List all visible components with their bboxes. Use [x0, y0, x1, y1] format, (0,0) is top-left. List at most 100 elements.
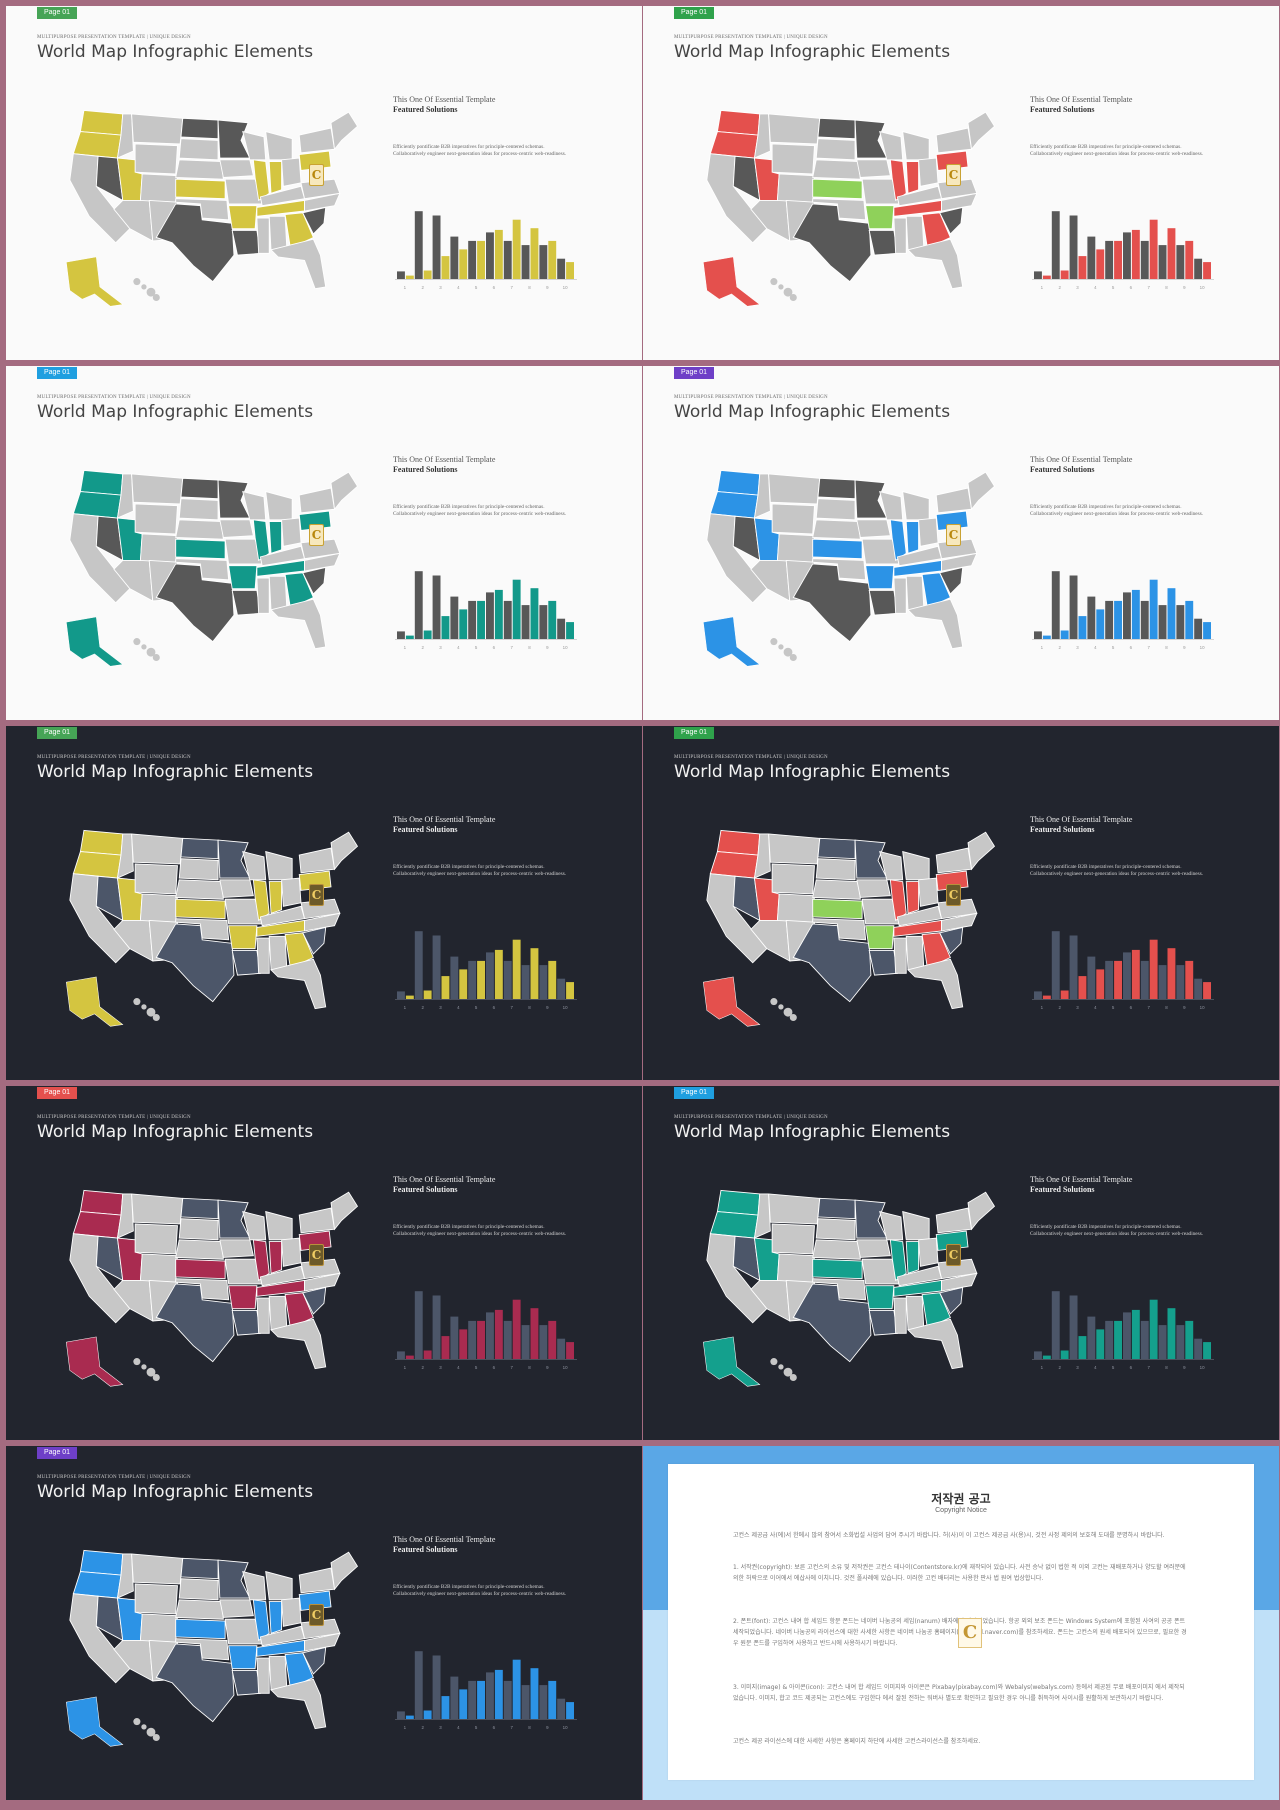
- state-ne: [175, 159, 224, 180]
- bar-series1-8: [521, 605, 530, 639]
- x-tick-label-1: 1: [404, 285, 407, 290]
- state-co: [776, 533, 815, 563]
- page-badge: Page 01: [674, 1087, 715, 1099]
- state-alaska: [703, 1336, 761, 1387]
- state-hawaii-island-3: [783, 1007, 793, 1017]
- template-slide-9[interactable]: Page 01 MULTIPURPOSE PRESENTATION TEMPLA…: [6, 1446, 642, 1800]
- bar-series1-2: [414, 931, 423, 999]
- watermark-logo-icon: C: [958, 1618, 982, 1648]
- x-tick-label-5: 5: [475, 1005, 478, 1010]
- state-sd: [178, 858, 219, 881]
- bar-series2-3: [1078, 256, 1087, 279]
- state-wi: [242, 850, 267, 881]
- bar-series2-8: [1167, 948, 1176, 999]
- state-hawaii-island-1: [770, 638, 778, 646]
- state-mi: [265, 130, 293, 161]
- state-in: [268, 161, 283, 194]
- bar-series1-8: [521, 245, 530, 279]
- bar-series2-2: [423, 270, 432, 279]
- bar-series1-4: [450, 236, 459, 279]
- bar-chart-svg: 1 2 3 4 5 6 7 8 9 10: [1032, 571, 1214, 650]
- x-tick-label-9: 9: [546, 1005, 549, 1010]
- state-nd: [180, 1557, 219, 1580]
- state-wa: [79, 1549, 124, 1576]
- bar-series1-8: [521, 965, 530, 999]
- description-line-2: Collaboratively engineer next-generation…: [1030, 151, 1204, 157]
- bar-chart: 1 2 3 4 5 6 7 8 9 10: [393, 1281, 579, 1377]
- bar-series2-3: [441, 976, 450, 999]
- bar-chart-svg: 1 2 3 4 5 6 7 8 9 10: [395, 1651, 577, 1730]
- x-tick-label-2: 2: [1058, 645, 1061, 650]
- state-ar: [865, 205, 895, 230]
- state-ms: [256, 1657, 270, 1694]
- watermark-logo-icon: C: [309, 1244, 324, 1266]
- bar-series1-9: [539, 965, 548, 999]
- bar-series2-9: [1185, 240, 1194, 279]
- state-alaska: [703, 256, 761, 307]
- state-hawaii-island-4: [152, 1733, 160, 1741]
- state-oh: [281, 157, 302, 187]
- template-slide-1[interactable]: Page 01 MULTIPURPOSE PRESENTATION TEMPLA…: [6, 6, 642, 360]
- x-tick-label-10: 10: [563, 285, 568, 290]
- state-hawaii-island-3: [146, 1727, 156, 1737]
- state-al: [905, 1295, 925, 1331]
- bar-series2-1: [405, 1715, 414, 1719]
- state-in: [905, 521, 920, 554]
- state-oh: [281, 1597, 302, 1627]
- state-alaska: [66, 1696, 124, 1747]
- state-la: [231, 949, 261, 976]
- x-tick-label-8: 8: [1165, 1005, 1168, 1010]
- state-mt: [768, 1193, 821, 1225]
- bar-series2-5: [477, 600, 485, 639]
- bar-series2-5: [1114, 960, 1122, 999]
- template-slide-5[interactable]: Page 01 MULTIPURPOSE PRESENTATION TEMPLA…: [6, 726, 642, 1080]
- slide-title: World Map Infographic Elements: [674, 1122, 951, 1142]
- state-wy: [771, 503, 815, 535]
- template-slide-2[interactable]: Page 01 MULTIPURPOSE PRESENTATION TEMPLA…: [643, 6, 1279, 360]
- template-slide-7[interactable]: Page 01 MULTIPURPOSE PRESENTATION TEMPLA…: [6, 1086, 642, 1440]
- state-sd: [178, 138, 219, 161]
- state-alaska: [703, 616, 761, 667]
- state-wy: [771, 1223, 815, 1255]
- state-al: [905, 935, 925, 971]
- page-badge: Page 01: [37, 367, 78, 379]
- x-tick-label-5: 5: [1112, 1365, 1115, 1370]
- subtitle-template: This One Of Essential Template: [393, 95, 496, 104]
- state-co: [139, 1253, 178, 1283]
- bar-series2-7: [512, 939, 521, 999]
- state-ga: [284, 1652, 314, 1689]
- state-ny: [935, 847, 973, 874]
- description-line-1: Efficiently pontificate B2B imperatives …: [393, 144, 545, 150]
- state-sc: [302, 1286, 327, 1315]
- state-co: [776, 1253, 815, 1283]
- template-slide-4[interactable]: Page 01 MULTIPURPOSE PRESENTATION TEMPLA…: [643, 366, 1279, 720]
- state-in: [268, 881, 283, 914]
- bar-series1-4: [1087, 1316, 1096, 1359]
- x-tick-label-5: 5: [1112, 285, 1115, 290]
- bar-series2-5: [1114, 240, 1122, 279]
- state-ar: [865, 565, 895, 590]
- bar-series2-8: [530, 228, 539, 279]
- copyright-slide[interactable]: 저작권 공고 Copyright Notice 고컨스 제공급 사(에)서 한메…: [643, 1446, 1279, 1800]
- state-ga: [284, 572, 314, 609]
- x-tick-label-3: 3: [1076, 285, 1079, 290]
- x-tick-label-10: 10: [563, 1005, 568, 1010]
- x-tick-label-2: 2: [421, 645, 424, 650]
- copyright-title: 저작권 공고: [931, 1492, 991, 1506]
- state-nd: [180, 837, 219, 860]
- watermark-logo-icon: C: [946, 164, 961, 186]
- bar-series1-6: [486, 592, 494, 639]
- copyright-subtitle: Copyright Notice: [935, 1507, 987, 1514]
- bar-series1-9: [539, 1685, 548, 1719]
- state-mt: [131, 1553, 184, 1585]
- template-slide-6[interactable]: Page 01 MULTIPURPOSE PRESENTATION TEMPLA…: [643, 726, 1279, 1080]
- subtitle-template: This One Of Essential Template: [1030, 455, 1133, 464]
- watermark-logo-icon: C: [946, 884, 961, 906]
- bar-series1-10: [557, 618, 566, 639]
- state-ms: [256, 937, 270, 974]
- state-ms: [893, 937, 907, 974]
- bar-chart-svg: 1 2 3 4 5 6 7 8 9 10: [1032, 931, 1214, 1010]
- template-slide-8[interactable]: Page 01 MULTIPURPOSE PRESENTATION TEMPLA…: [643, 1086, 1279, 1440]
- template-slide-3[interactable]: Page 01 MULTIPURPOSE PRESENTATION TEMPLA…: [6, 366, 642, 720]
- bar-chart-svg: 1 2 3 4 5 6 7 8 9 10: [395, 571, 577, 650]
